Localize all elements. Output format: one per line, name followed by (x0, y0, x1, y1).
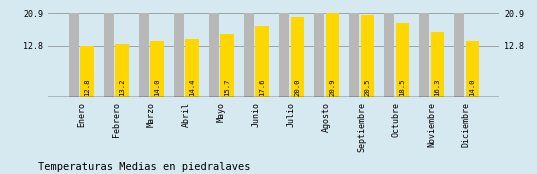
Bar (104, 13, 114, 97)
Text: 17.6: 17.6 (259, 78, 265, 96)
Bar (209, 13, 219, 97)
Text: 14.0: 14.0 (469, 78, 475, 96)
Bar (466, 41, 479, 97)
Text: 12.8: 12.8 (84, 78, 90, 96)
Text: 20.5: 20.5 (364, 78, 370, 96)
Bar (454, 13, 464, 97)
Bar (115, 44, 129, 97)
Text: 14.4: 14.4 (189, 78, 195, 96)
Bar (221, 34, 234, 97)
Bar (244, 13, 254, 97)
Bar (139, 13, 149, 97)
Text: Temperaturas Medias en piedralaves: Temperaturas Medias en piedralaves (38, 162, 250, 172)
Bar (349, 13, 359, 97)
Bar (291, 17, 304, 97)
Bar (150, 41, 164, 97)
Text: 15.7: 15.7 (224, 78, 230, 96)
Bar (314, 13, 324, 97)
Text: 20.0: 20.0 (294, 78, 300, 96)
Bar (174, 13, 184, 97)
Bar (360, 15, 374, 97)
Bar (325, 13, 339, 97)
Bar (384, 13, 394, 97)
Text: 18.5: 18.5 (399, 78, 405, 96)
Bar (431, 32, 444, 97)
Bar (279, 13, 289, 97)
Text: 14.0: 14.0 (154, 78, 160, 96)
Bar (419, 13, 429, 97)
Bar (396, 23, 409, 97)
Bar (185, 39, 199, 97)
Bar (69, 13, 78, 97)
Text: 13.2: 13.2 (119, 78, 125, 96)
Bar (81, 46, 93, 97)
Text: 20.9: 20.9 (329, 78, 335, 96)
Text: 16.3: 16.3 (434, 78, 440, 96)
Bar (256, 26, 269, 97)
